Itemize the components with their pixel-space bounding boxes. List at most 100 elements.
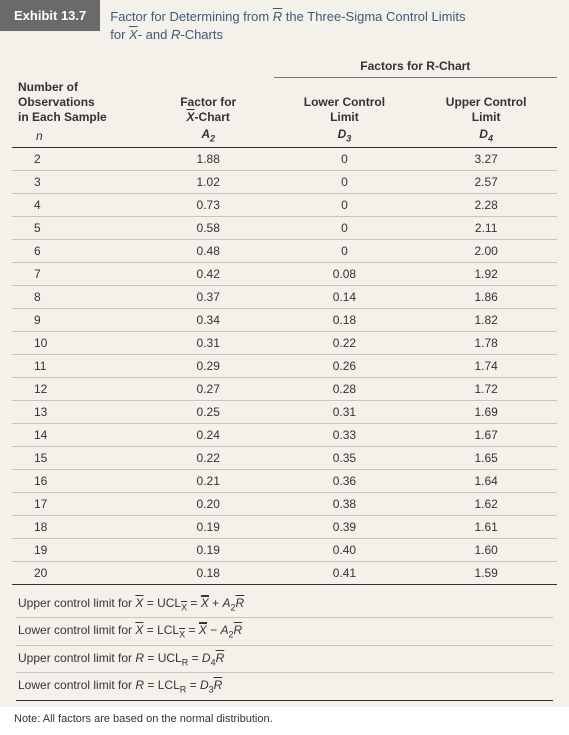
hdr-col4: Upper Control Limit xyxy=(415,78,557,127)
table-row: 130.250.311.69 xyxy=(12,400,557,423)
factors-table: Factors for R-Chart Number of Observatio… xyxy=(12,53,557,585)
cell-n: 2 xyxy=(12,147,143,170)
cell-a2: 1.88 xyxy=(143,147,274,170)
table-row: 50.5802.11 xyxy=(12,216,557,239)
table-row: 180.190.391.61 xyxy=(12,515,557,538)
cell-d4: 1.62 xyxy=(415,492,557,515)
cell-d3: 0.39 xyxy=(274,515,416,538)
cell-d4: 1.74 xyxy=(415,354,557,377)
cell-a2: 0.20 xyxy=(143,492,274,515)
footnote: Note: All factors are based on the norma… xyxy=(0,707,569,735)
formula-line: Lower control limit for R = LCLR = D3R xyxy=(16,673,553,700)
cell-d4: 1.60 xyxy=(415,538,557,561)
table-container: Factors for R-Chart Number of Observatio… xyxy=(0,47,569,702)
cell-d3: 0.26 xyxy=(274,354,416,377)
cell-n: 16 xyxy=(12,469,143,492)
cell-n: 14 xyxy=(12,423,143,446)
cell-n: 13 xyxy=(12,400,143,423)
table-row: 31.0202.57 xyxy=(12,170,557,193)
table-row: 40.7302.28 xyxy=(12,193,557,216)
table-row: 80.370.141.86 xyxy=(12,285,557,308)
cell-d4: 1.61 xyxy=(415,515,557,538)
cell-d4: 1.72 xyxy=(415,377,557,400)
hdr-col3: Lower Control Limit xyxy=(274,78,416,127)
cell-a2: 0.21 xyxy=(143,469,274,492)
formula-line: Upper control limit for X = UCLX = X + A… xyxy=(16,591,553,618)
cell-n: 6 xyxy=(12,239,143,262)
cell-d4: 2.00 xyxy=(415,239,557,262)
cell-d4: 1.64 xyxy=(415,469,557,492)
cell-d4: 1.86 xyxy=(415,285,557,308)
table-row: 110.290.261.74 xyxy=(12,354,557,377)
cell-n: 17 xyxy=(12,492,143,515)
table-body: 21.8803.2731.0202.5740.7302.2850.5802.11… xyxy=(12,147,557,584)
cell-d3: 0.08 xyxy=(274,262,416,285)
cell-n: 9 xyxy=(12,308,143,331)
hdr-sym-n: n xyxy=(12,127,143,148)
table-row: 170.200.381.62 xyxy=(12,492,557,515)
cell-d3: 0 xyxy=(274,239,416,262)
cell-n: 19 xyxy=(12,538,143,561)
cell-n: 10 xyxy=(12,331,143,354)
table-row: 70.420.081.92 xyxy=(12,262,557,285)
table-row: 160.210.361.64 xyxy=(12,469,557,492)
hdr-blank-1 xyxy=(12,53,143,78)
cell-n: 20 xyxy=(12,561,143,584)
hdr-col3-l2: Limit xyxy=(330,110,359,124)
hdr-rchart-group: Factors for R-Chart xyxy=(274,53,557,78)
formula-block: Upper control limit for X = UCLX = X + A… xyxy=(12,585,557,703)
cell-n: 8 xyxy=(12,285,143,308)
table-row: 120.270.281.72 xyxy=(12,377,557,400)
exhibit-page: Exhibit 13.7 Factor for Determining from… xyxy=(0,0,569,707)
cell-a2: 0.29 xyxy=(143,354,274,377)
cell-d3: 0.28 xyxy=(274,377,416,400)
cell-d3: 0 xyxy=(274,216,416,239)
cell-d4: 3.27 xyxy=(415,147,557,170)
hdr-col1-l2: Observations xyxy=(18,95,95,109)
cell-d3: 0.18 xyxy=(274,308,416,331)
cell-d3: 0.40 xyxy=(274,538,416,561)
cell-a2: 0.73 xyxy=(143,193,274,216)
exhibit-label: Exhibit 13.7 xyxy=(0,0,100,31)
cell-n: 12 xyxy=(12,377,143,400)
cell-d3: 0.33 xyxy=(274,423,416,446)
hdr-col2-l1: Factor for xyxy=(180,95,236,109)
cell-n: 11 xyxy=(12,354,143,377)
hdr-col1: Number of Observations in Each Sample xyxy=(12,78,143,127)
cell-d3: 0 xyxy=(274,193,416,216)
cell-a2: 0.18 xyxy=(143,561,274,584)
cell-a2: 0.31 xyxy=(143,331,274,354)
cell-d4: 2.28 xyxy=(415,193,557,216)
hdr-col1-l3: in Each Sample xyxy=(18,110,107,124)
cell-d3: 0.41 xyxy=(274,561,416,584)
table-row: 150.220.351.65 xyxy=(12,446,557,469)
hdr-col4-l2: Limit xyxy=(472,110,501,124)
cell-d4: 2.11 xyxy=(415,216,557,239)
hdr-col1-l1: Number of xyxy=(18,80,78,94)
cell-n: 5 xyxy=(12,216,143,239)
cell-d3: 0 xyxy=(274,170,416,193)
cell-d3: 0.22 xyxy=(274,331,416,354)
table-row: 60.4802.00 xyxy=(12,239,557,262)
cell-a2: 0.19 xyxy=(143,515,274,538)
cell-d4: 1.82 xyxy=(415,308,557,331)
cell-a2: 0.19 xyxy=(143,538,274,561)
cell-d4: 1.78 xyxy=(415,331,557,354)
exhibit-title-line1: Factor for Determining from R the Three-… xyxy=(110,9,465,24)
cell-a2: 0.22 xyxy=(143,446,274,469)
cell-d4: 1.69 xyxy=(415,400,557,423)
cell-a2: 0.24 xyxy=(143,423,274,446)
cell-d4: 1.59 xyxy=(415,561,557,584)
table-row: 90.340.181.82 xyxy=(12,308,557,331)
cell-a2: 0.25 xyxy=(143,400,274,423)
table-row: 140.240.331.67 xyxy=(12,423,557,446)
hdr-col3-l1: Lower Control xyxy=(304,95,385,109)
cell-d3: 0.31 xyxy=(274,400,416,423)
cell-d4: 2.57 xyxy=(415,170,557,193)
hdr-col2: Factor for X-Chart xyxy=(143,78,274,127)
cell-a2: 0.58 xyxy=(143,216,274,239)
cell-d3: 0.14 xyxy=(274,285,416,308)
table-row: 200.180.411.59 xyxy=(12,561,557,584)
formula-line: Lower control limit for X = LCLX = X − A… xyxy=(16,618,553,645)
hdr-col4-l1: Upper Control xyxy=(446,95,527,109)
